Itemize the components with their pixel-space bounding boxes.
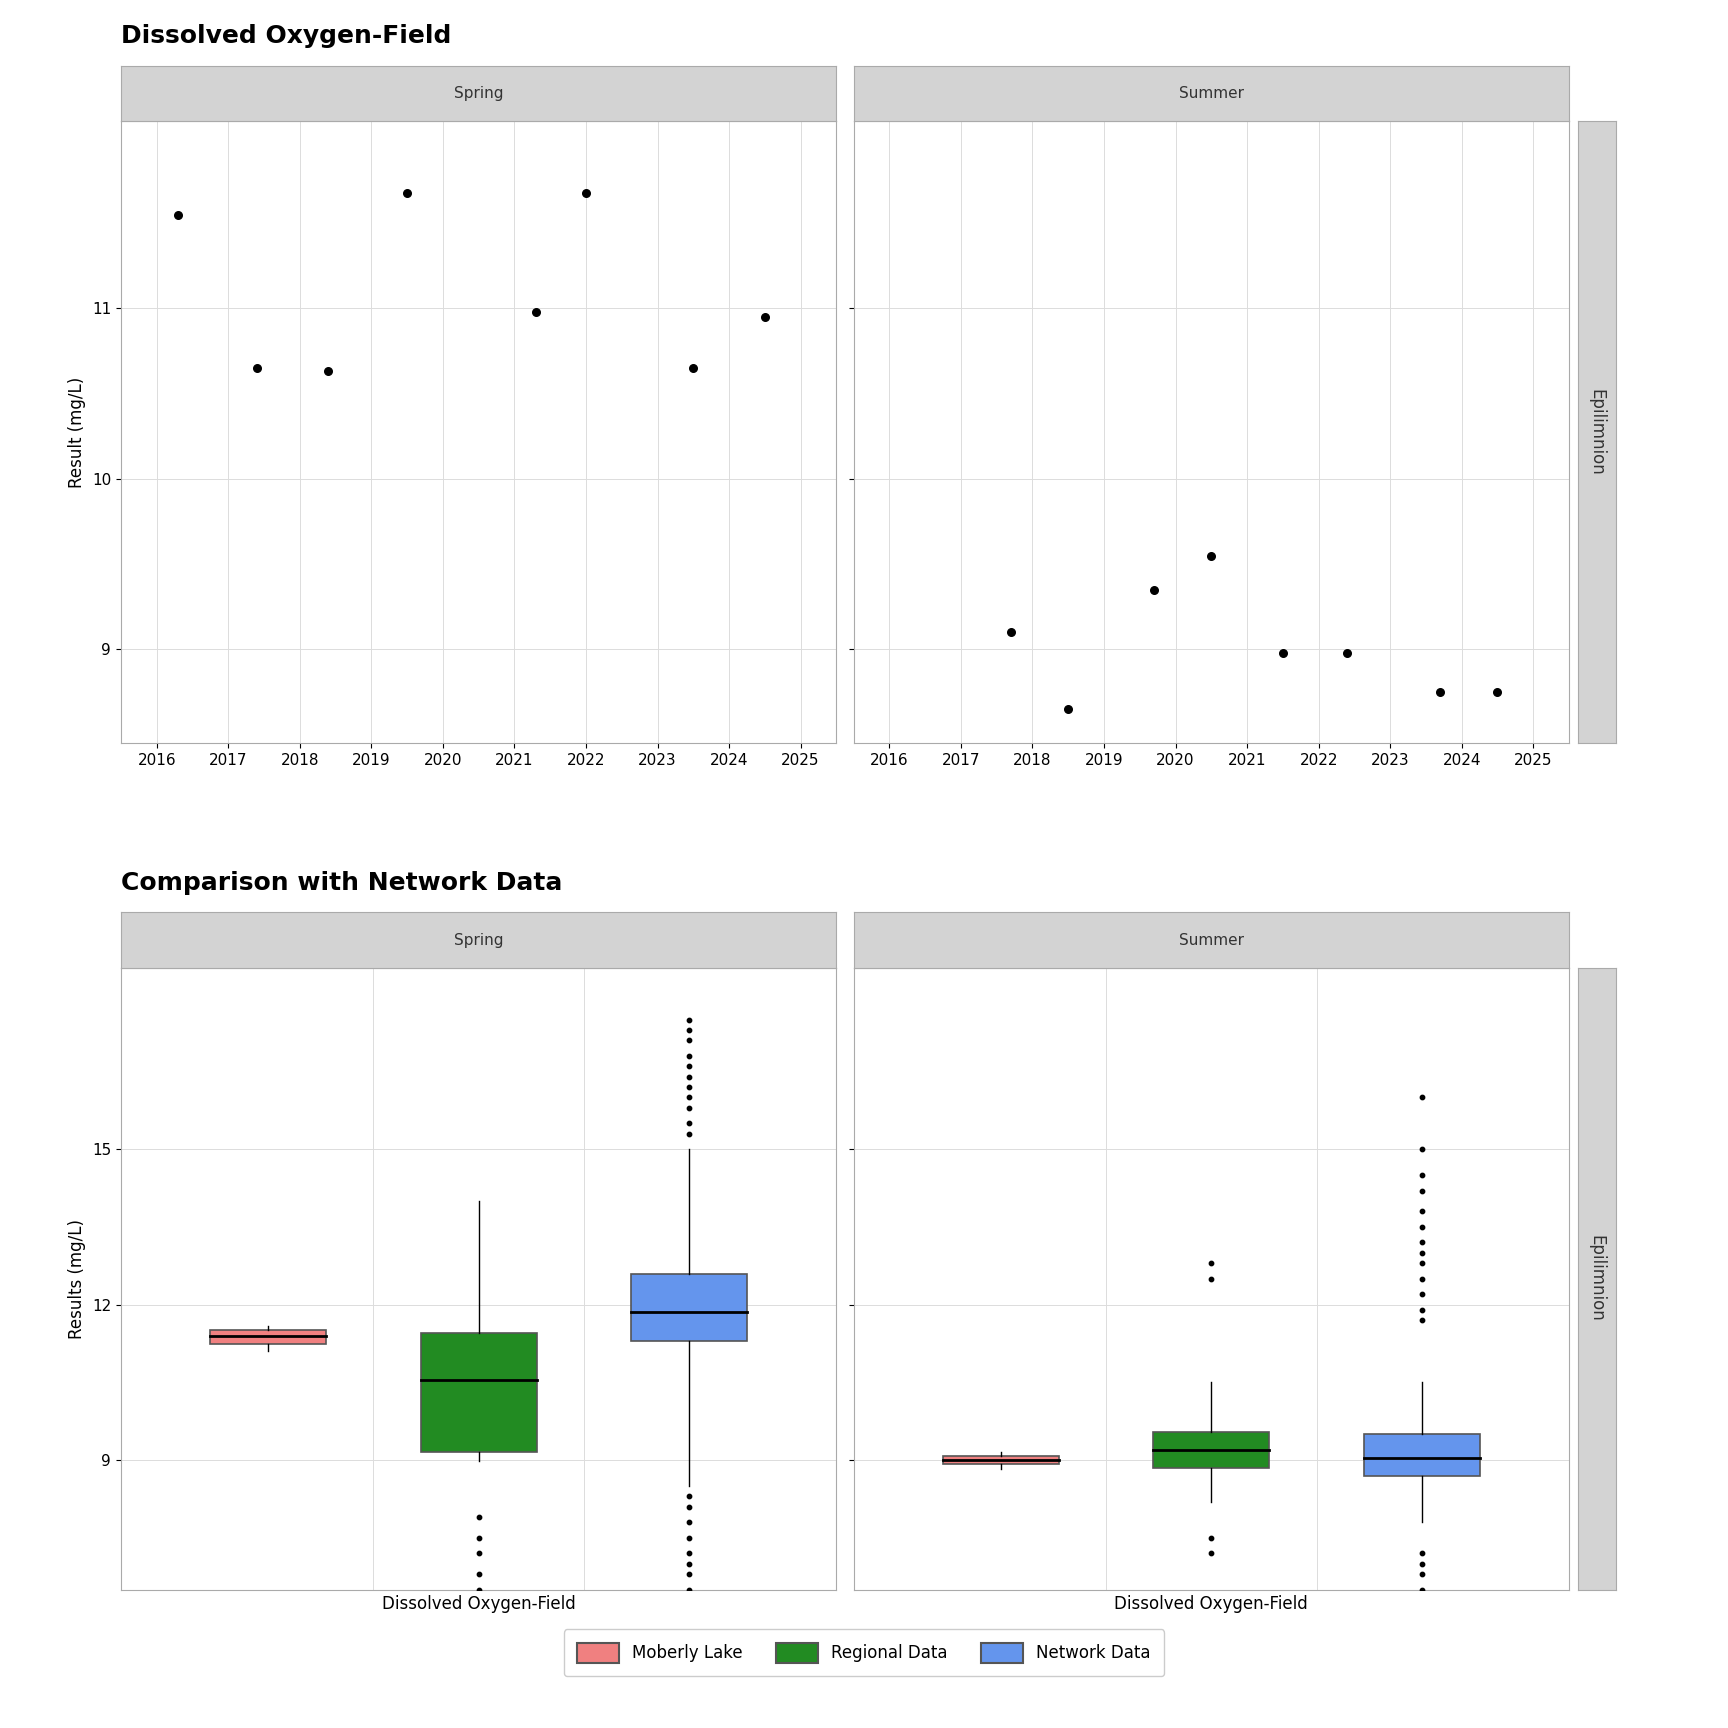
Point <box>1408 1296 1436 1324</box>
Point <box>1408 1161 1436 1189</box>
Point <box>1408 1576 1436 1604</box>
Point <box>1408 1198 1436 1225</box>
Point <box>676 1016 703 1044</box>
Point <box>676 1493 703 1521</box>
Point <box>1408 1239 1436 1267</box>
Point <box>1140 575 1168 603</box>
Text: Comparison with Network Data: Comparison with Network Data <box>121 871 562 895</box>
Point <box>676 1006 703 1033</box>
Point <box>164 200 192 228</box>
Point <box>522 297 550 325</box>
Legend: Moberly Lake, Regional Data, Network Data: Moberly Lake, Regional Data, Network Dat… <box>563 1630 1165 1676</box>
Point <box>1484 677 1512 705</box>
Y-axis label: Result (mg/L): Result (mg/L) <box>69 377 86 487</box>
Point <box>676 1540 703 1567</box>
Point <box>1198 543 1225 570</box>
Bar <box>631 1274 746 1341</box>
Point <box>676 1483 703 1510</box>
Point <box>1408 1213 1436 1241</box>
Text: Spring: Spring <box>454 933 503 947</box>
Bar <box>422 1334 536 1452</box>
Point <box>1054 695 1082 722</box>
Point <box>1198 1540 1225 1567</box>
Bar <box>943 1457 1059 1464</box>
Point <box>676 1120 703 1147</box>
Point <box>676 1550 703 1578</box>
Point <box>465 1540 492 1567</box>
Point <box>752 302 779 330</box>
Point <box>314 358 342 385</box>
Point <box>997 619 1025 646</box>
Point <box>676 1602 703 1630</box>
Point <box>1408 1540 1436 1567</box>
Point <box>676 1063 703 1090</box>
Point <box>676 1026 703 1054</box>
Point <box>1334 639 1362 667</box>
Point <box>465 1524 492 1552</box>
Point <box>465 1503 492 1531</box>
Text: Dissolved Oxygen-Field: Dissolved Oxygen-Field <box>121 24 451 48</box>
Point <box>1408 1560 1436 1588</box>
Point <box>1408 1550 1436 1578</box>
Bar <box>1363 1434 1479 1476</box>
Point <box>1408 1306 1436 1334</box>
Point <box>465 1576 492 1604</box>
Point <box>676 1094 703 1121</box>
Point <box>676 1576 703 1604</box>
X-axis label: Dissolved Oxygen-Field: Dissolved Oxygen-Field <box>1115 1595 1308 1614</box>
Text: Epilimnion: Epilimnion <box>1588 389 1605 475</box>
Point <box>1408 1280 1436 1308</box>
Point <box>394 178 422 206</box>
Point <box>1408 1586 1436 1614</box>
Point <box>1198 1524 1225 1552</box>
Point <box>676 1509 703 1536</box>
Bar <box>1154 1431 1268 1469</box>
Text: Epilimnion: Epilimnion <box>1588 1236 1605 1322</box>
Text: Spring: Spring <box>454 86 503 100</box>
Point <box>465 1560 492 1588</box>
Point <box>1408 1229 1436 1256</box>
Point <box>1268 639 1296 667</box>
Point <box>1408 1135 1436 1163</box>
Point <box>465 1586 492 1614</box>
Point <box>1426 677 1453 705</box>
Point <box>676 1524 703 1552</box>
Y-axis label: Results (mg/L): Results (mg/L) <box>69 1218 86 1339</box>
Point <box>1408 1177 1436 1204</box>
Point <box>676 1042 703 1070</box>
Point <box>676 1083 703 1111</box>
Point <box>1198 1249 1225 1277</box>
Point <box>676 1109 703 1137</box>
Point <box>244 354 271 382</box>
Point <box>1408 1083 1436 1111</box>
X-axis label: Dissolved Oxygen-Field: Dissolved Oxygen-Field <box>382 1595 575 1614</box>
Text: Summer: Summer <box>1178 86 1244 100</box>
Point <box>676 1073 703 1101</box>
Point <box>679 354 707 382</box>
Point <box>676 1560 703 1588</box>
Point <box>676 1586 703 1614</box>
Point <box>1408 1265 1436 1293</box>
Point <box>1198 1265 1225 1293</box>
Bar <box>211 1329 327 1344</box>
Point <box>572 178 600 206</box>
Point <box>1408 1249 1436 1277</box>
Point <box>676 1052 703 1080</box>
Text: Summer: Summer <box>1178 933 1244 947</box>
